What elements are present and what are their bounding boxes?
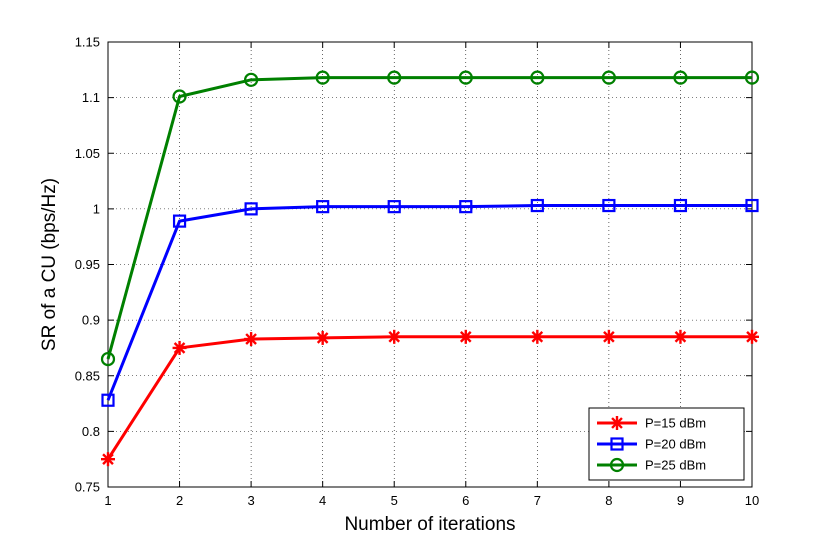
x-tick-label: 7 xyxy=(534,493,541,508)
data-point-marker xyxy=(101,393,115,407)
legend-marker xyxy=(609,457,625,473)
data-point-marker xyxy=(244,332,259,347)
data-point-marker xyxy=(172,89,187,104)
data-point-marker xyxy=(673,198,688,213)
data-point-marker xyxy=(601,70,616,85)
data-point-marker xyxy=(316,200,330,214)
x-axis-label: Number of iterations xyxy=(344,514,515,535)
x-tick-label: 3 xyxy=(247,493,254,508)
data-point-marker xyxy=(315,70,330,85)
legend: P=15 dBm P=20 dBm P=25 dBm xyxy=(588,407,745,481)
data-point-marker xyxy=(172,214,187,228)
legend-label: P=25 dBm xyxy=(645,458,706,473)
data-point-marker xyxy=(530,198,544,213)
data-point-marker xyxy=(744,70,760,85)
y-tick-label: 0.85 xyxy=(75,368,100,383)
x-tick-label: 10 xyxy=(745,493,759,508)
series-line xyxy=(106,76,752,360)
x-tick-label: 6 xyxy=(462,493,469,508)
legend-entry: P=15 dBm xyxy=(597,416,706,431)
series-line xyxy=(106,204,752,401)
legend-entry: P=25 dBm xyxy=(597,458,706,473)
data-point-marker xyxy=(101,452,115,467)
data-point-marker xyxy=(244,202,258,216)
data-point-marker xyxy=(100,351,116,367)
data-point-marker xyxy=(673,70,688,85)
data-point-marker xyxy=(602,198,616,213)
series-2 xyxy=(101,198,759,407)
data-point-marker xyxy=(745,198,759,213)
data-point-marker xyxy=(387,200,401,214)
axis-ticks: 1 2 3 4 5 6 7 8 9 10 0.75 0.8 0.85 0.9 0.95 1 1.05 1.1 1.1… xyxy=(75,35,760,509)
y-tick-label: 0.9 xyxy=(82,313,100,328)
x-tick-label: 8 xyxy=(605,493,612,508)
legend-entry: P=20 dBm xyxy=(597,437,706,452)
x-tick-label: 4 xyxy=(319,493,326,508)
x-tick-label: 5 xyxy=(391,493,398,508)
data-point-marker xyxy=(745,329,759,344)
legend-marker xyxy=(610,437,624,451)
data-point-marker xyxy=(458,329,473,344)
data-point-marker xyxy=(244,72,259,87)
data-point-marker xyxy=(530,70,545,85)
data-point-marker xyxy=(458,70,473,85)
legend-marker xyxy=(610,416,624,430)
series-line xyxy=(106,335,752,461)
y-axis-label: SR of a CU (bps/Hz) xyxy=(39,178,60,351)
data-point-marker xyxy=(172,340,187,355)
series-group xyxy=(100,70,760,467)
y-tick-label: 1.1 xyxy=(82,90,100,105)
y-tick-label: 0.75 xyxy=(75,480,100,495)
y-tick-label: 0.95 xyxy=(75,257,100,272)
data-point-marker xyxy=(673,329,688,344)
y-tick-label: 0.8 xyxy=(82,424,100,439)
y-tick-label: 1.15 xyxy=(75,35,100,50)
data-point-marker xyxy=(387,329,402,344)
x-tick-label: 2 xyxy=(176,493,183,508)
x-tick-label: 9 xyxy=(677,493,684,508)
data-point-marker xyxy=(601,329,616,344)
y-tick-label: 1.05 xyxy=(75,146,100,161)
x-tick-label: 1 xyxy=(104,493,111,508)
series-3 xyxy=(100,70,760,367)
data-point-marker xyxy=(530,329,545,344)
series-1 xyxy=(101,329,759,467)
data-point-marker xyxy=(315,330,330,345)
legend-label: P=15 dBm xyxy=(645,416,706,431)
legend-label: P=20 dBm xyxy=(645,437,706,452)
data-point-marker xyxy=(387,70,402,85)
y-tick-label: 1 xyxy=(93,201,100,216)
data-point-marker xyxy=(459,200,473,214)
